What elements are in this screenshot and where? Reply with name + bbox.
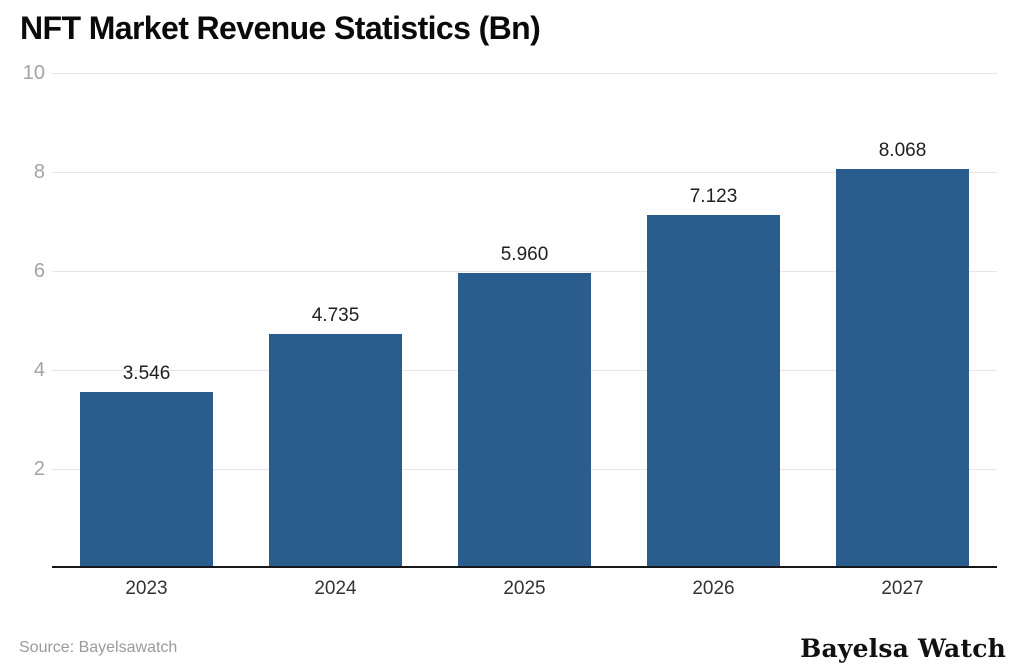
bar-value-label: 4.735 <box>311 304 360 326</box>
chart-title: NFT Market Revenue Statistics (Bn) <box>20 10 541 46</box>
x-tick-label: 2025 <box>503 578 546 599</box>
y-tick-label: 8 <box>33 161 45 183</box>
bar-value-label: 7.123 <box>689 186 738 208</box>
bar-2025 <box>458 272 591 568</box>
y-tick-label: 2 <box>33 458 45 480</box>
bar-value-label: 3.546 <box>122 363 171 385</box>
gridline <box>52 73 997 74</box>
bar-2023 <box>80 392 213 568</box>
gridline <box>52 172 997 173</box>
x-tick-label: 2023 <box>125 578 168 599</box>
x-tick-label: 2026 <box>692 578 735 599</box>
bar-2026 <box>647 215 780 568</box>
bar-2024 <box>269 333 402 568</box>
y-tick-label: 10 <box>22 62 45 84</box>
source-note: Source: Bayelsawatch <box>19 639 178 656</box>
x-tick-label: 2027 <box>881 578 924 599</box>
plot-area <box>52 73 997 568</box>
x-axis-line <box>52 566 997 568</box>
bar-value-label: 8.068 <box>878 139 927 161</box>
bar-2027 <box>836 168 969 568</box>
bar-value-label: 5.960 <box>500 243 549 265</box>
brand-wordmark: Bayelsa Watch <box>800 634 1006 663</box>
y-tick-label: 4 <box>33 359 45 381</box>
gridline <box>52 271 997 272</box>
x-tick-label: 2024 <box>314 578 357 599</box>
y-tick-label: 6 <box>33 260 45 282</box>
